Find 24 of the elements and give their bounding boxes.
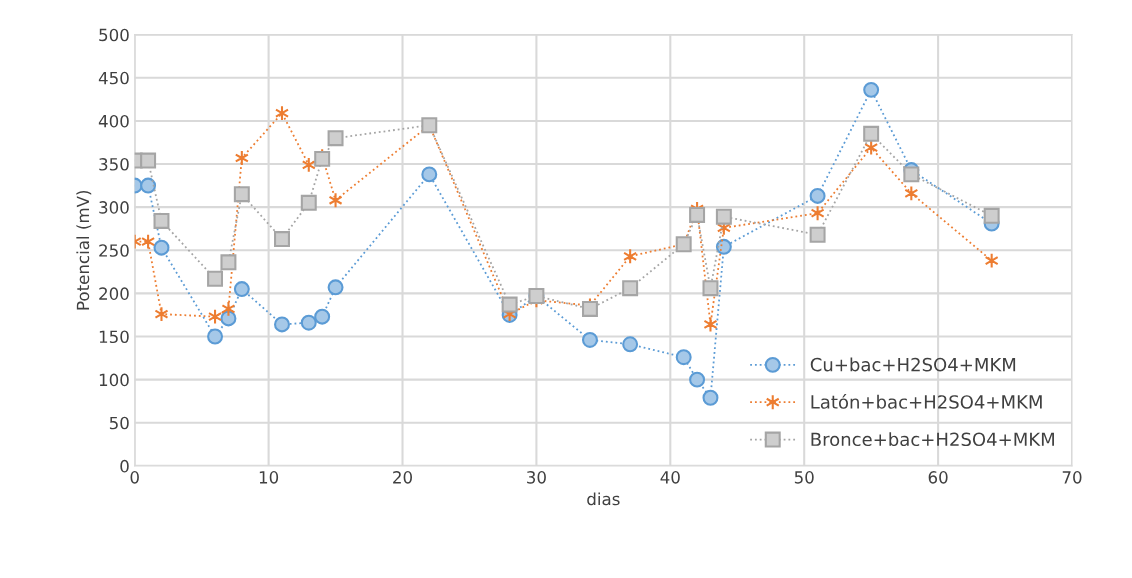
x-axis-title: dias <box>587 492 620 506</box>
x-tick-label: 20 <box>393 471 412 484</box>
y-tick-label: 50 <box>109 416 129 430</box>
y-tick-label: 450 <box>98 71 129 85</box>
y-tick-label: 500 <box>99 28 129 42</box>
legend-label: Latón+bac+H2SO4+MKM <box>811 394 1042 409</box>
y-tick-label: 350 <box>99 158 129 171</box>
y-tick-label: 0 <box>120 459 129 473</box>
y-tick-label: 300 <box>99 201 129 214</box>
x-tick-label: 30 <box>527 471 546 484</box>
legend-label: Bronce+bac+H2SO4+MKM <box>811 432 1054 447</box>
y-tick-label: 400 <box>98 114 129 128</box>
legend-label: Cu+bac+H2SO4+MKM <box>810 357 1016 372</box>
y-tick-label: 150 <box>99 330 129 344</box>
x-tick-label: 0 <box>130 471 139 484</box>
y-tick-label: 200 <box>99 287 129 300</box>
x-tick-label: 60 <box>928 471 948 484</box>
y-tick-label: 100 <box>99 373 129 387</box>
x-tick-label: 70 <box>1062 471 1082 484</box>
x-tick-label: 50 <box>794 471 814 484</box>
x-tick-label: 40 <box>660 471 680 484</box>
y-tick-label: 250 <box>99 244 129 257</box>
y-axis-title: Potencial (mV) <box>76 190 92 310</box>
x-tick-label: 10 <box>259 471 279 484</box>
